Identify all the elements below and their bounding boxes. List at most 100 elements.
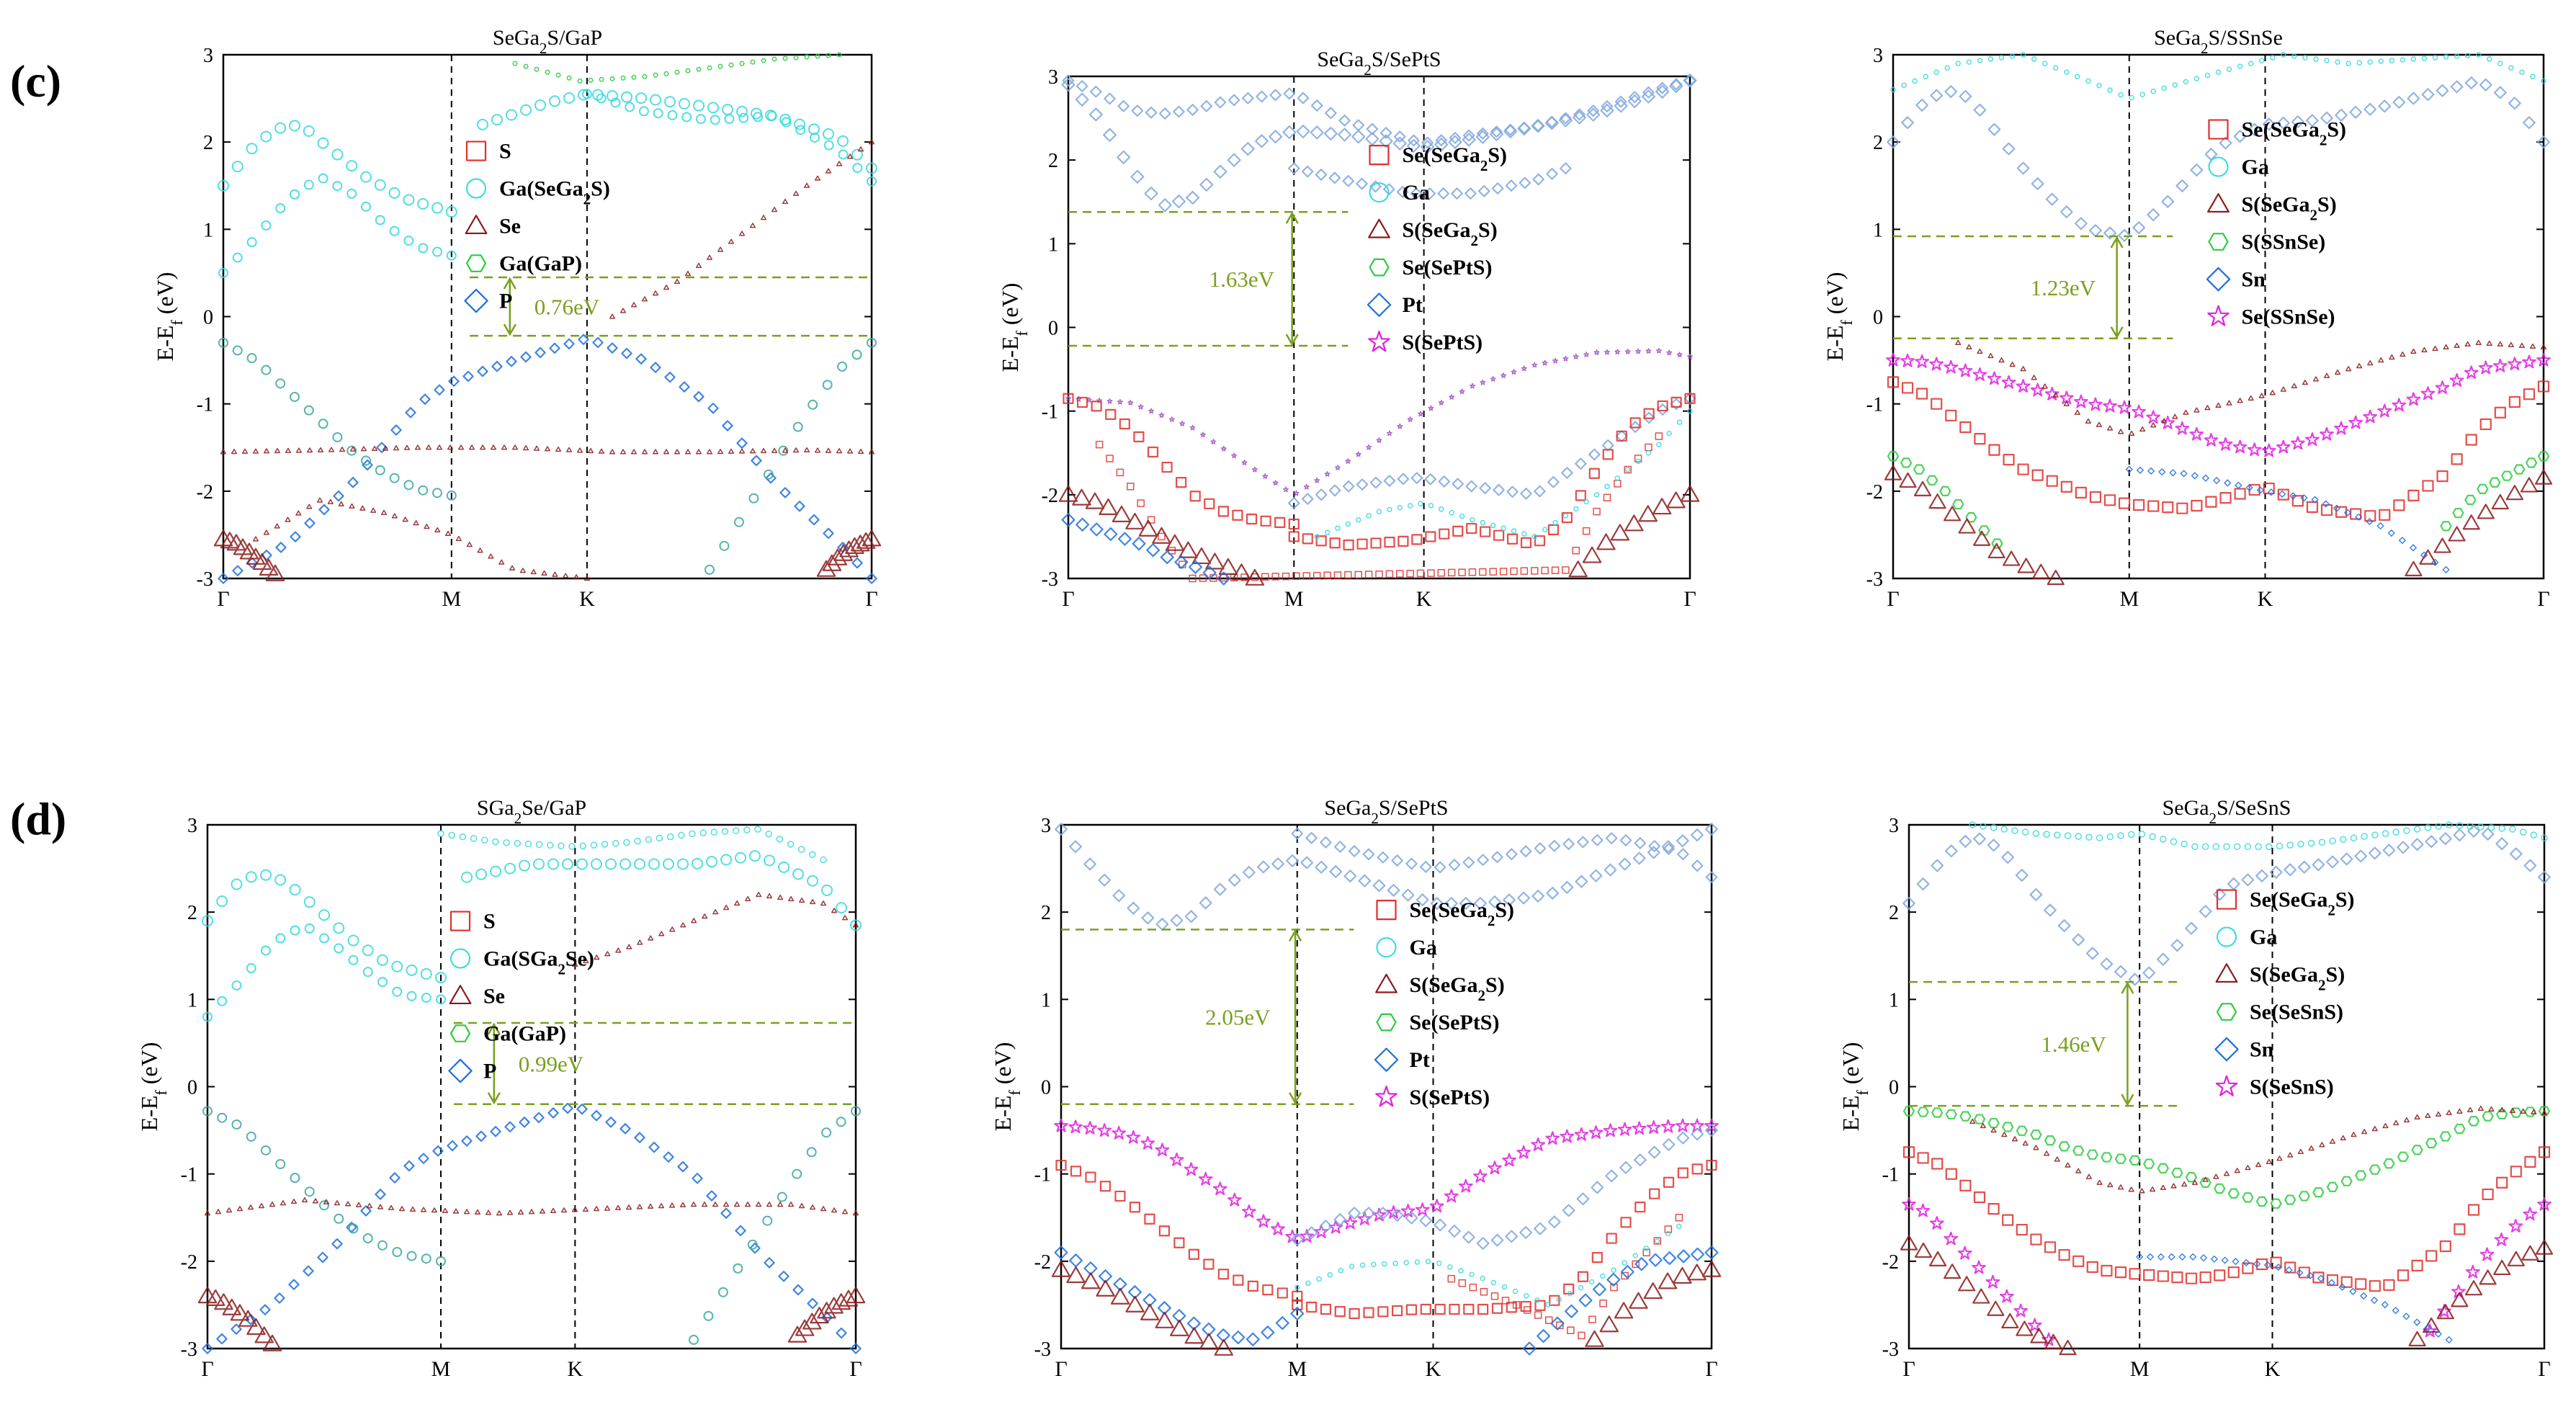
data-point <box>635 353 647 365</box>
data-point <box>318 419 328 429</box>
data-point <box>2255 1258 2268 1271</box>
data-point <box>2320 426 2334 441</box>
data-point <box>1955 339 1962 345</box>
data-point <box>1396 570 1404 578</box>
data-point <box>2201 843 2209 851</box>
data-point <box>2464 1280 2483 1296</box>
data-point <box>2045 192 2059 206</box>
data-point <box>820 900 827 906</box>
data-point <box>1392 136 1407 151</box>
data-point <box>1534 1300 1546 1311</box>
data-point <box>1447 1264 1453 1270</box>
data-point <box>2085 78 2091 84</box>
data-point <box>2157 1270 2169 1282</box>
data-point <box>1387 884 1400 897</box>
data-point <box>1593 507 1601 516</box>
data-point <box>1663 1176 1675 1188</box>
series-ga-sga2se- <box>202 869 447 984</box>
data-point <box>260 130 272 143</box>
data-point <box>2508 97 2521 110</box>
data-point <box>2425 835 2438 849</box>
data-point <box>448 831 455 839</box>
data-point <box>2509 826 2516 833</box>
data-point <box>1656 442 1662 447</box>
data-point <box>1966 59 1972 65</box>
data-point <box>377 1240 388 1251</box>
data-point <box>1520 567 1529 575</box>
legend-marker-triangle <box>1375 973 1397 993</box>
data-point <box>1377 851 1390 864</box>
data-point <box>504 1121 516 1132</box>
data-point <box>1315 488 1328 501</box>
series-se <box>220 444 875 455</box>
data-point <box>2508 357 2522 371</box>
series-ga-sega2s- <box>218 120 457 218</box>
data-point <box>2371 831 2379 839</box>
data-point <box>778 445 789 456</box>
data-point <box>2001 375 2016 389</box>
data-point <box>2451 1292 2469 1307</box>
data-point <box>1520 537 1532 548</box>
legend-marker-square <box>1376 900 1397 921</box>
data-point <box>2326 1181 2339 1192</box>
data-point <box>2180 470 2188 478</box>
data-point <box>431 202 443 214</box>
y-tick-label: 2 <box>187 902 197 924</box>
legend-label: S <box>483 910 496 934</box>
data-point <box>1548 839 1561 852</box>
data-point <box>1577 836 1589 849</box>
data-point <box>2443 54 2449 60</box>
data-point <box>1561 467 1573 479</box>
legend-label: Pt <box>1410 1048 1430 1072</box>
data-point <box>1104 92 1116 105</box>
data-point <box>2406 392 2421 406</box>
data-point <box>1233 1274 1244 1286</box>
legend-marker-diamond <box>448 1058 473 1083</box>
data-point <box>1662 1138 1676 1151</box>
data-point <box>1915 99 1929 112</box>
data-point <box>2521 1245 2539 1261</box>
data-point <box>1604 863 1617 877</box>
y-tick-label: 3 <box>203 45 213 67</box>
data-point <box>1420 1303 1431 1315</box>
data-point <box>274 447 281 454</box>
data-point <box>485 1210 492 1215</box>
series-sn <box>1902 824 2551 986</box>
data-point <box>1704 1118 1719 1132</box>
data-point <box>246 963 256 974</box>
data-point <box>1952 498 1964 510</box>
data-point <box>218 337 228 348</box>
data-point <box>1591 833 1604 846</box>
data-point <box>1545 1302 1551 1307</box>
data-point <box>520 351 532 363</box>
data-point <box>1610 524 1630 541</box>
data-point <box>846 1287 866 1304</box>
data-point <box>1634 1201 1646 1213</box>
data-point <box>850 1343 862 1354</box>
data-point <box>1438 475 1451 488</box>
series-ga-gap- <box>512 52 842 84</box>
data-point <box>246 143 258 155</box>
data-point <box>1563 1283 1575 1295</box>
data-point <box>2291 115 2304 128</box>
data-point <box>2214 1269 2226 1282</box>
data-point <box>2451 453 2463 465</box>
data-point <box>1410 187 1423 200</box>
data-point <box>1144 1213 1155 1225</box>
data-point <box>1314 477 1320 483</box>
data-point <box>2475 339 2482 345</box>
data-point <box>2044 903 2057 917</box>
data-point <box>562 858 573 870</box>
data-point <box>1686 353 1694 359</box>
data-point <box>202 915 213 927</box>
data-point <box>1890 86 1896 93</box>
data-point <box>1310 99 1323 112</box>
legend-label: Ga(GaP) <box>483 1022 566 1046</box>
data-point <box>1972 367 1987 381</box>
data-point <box>1420 861 1432 873</box>
data-point <box>1586 107 1601 122</box>
data-point <box>1591 1252 1603 1264</box>
data-point <box>1645 443 1653 452</box>
data-point <box>1578 1331 1586 1340</box>
data-point <box>728 62 734 68</box>
